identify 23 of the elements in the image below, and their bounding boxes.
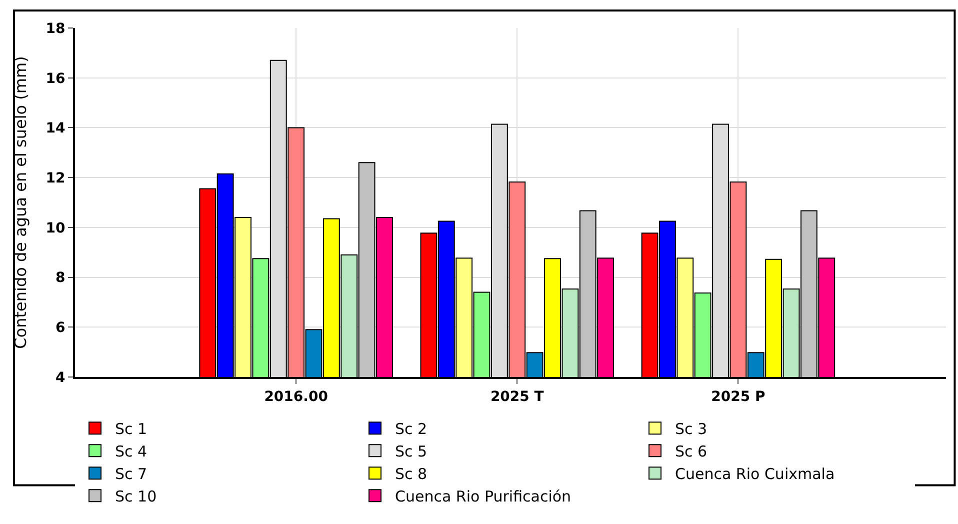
y-tick-label: 6 [55, 320, 66, 336]
legend-label: Sc 1 [115, 420, 148, 438]
legend-label: Cuenca Rio Cuixmala [675, 465, 835, 483]
y-tick-label: 4 [55, 370, 66, 386]
y-tick-label: 12 [46, 170, 66, 186]
legend-label: Sc 7 [115, 465, 148, 483]
y-axis-title: Contenido de agua en el suelo (mm) [11, 56, 30, 349]
legend-label: Sc 2 [395, 420, 428, 438]
legend-label: Cuenca Rio Purificación [395, 488, 572, 506]
x-tick-label: 2025 P [711, 388, 766, 405]
legend-label: Sc 10 [115, 488, 157, 506]
y-tick-label: 8 [55, 270, 66, 286]
legend-label: Sc 4 [115, 442, 148, 460]
x-tick-label: 2016.00 [264, 388, 328, 405]
y-tick-label: 14 [46, 120, 66, 137]
y-tick-label: 18 [46, 20, 66, 37]
x-tick-label: 2025 T [490, 388, 544, 405]
y-tick-label: 10 [46, 220, 66, 236]
legend-label: Sc 3 [675, 420, 708, 438]
legend-label: Sc 8 [395, 465, 428, 483]
legend-label: Sc 5 [395, 442, 428, 460]
y-tick-label: 16 [46, 70, 66, 87]
legend-label: Sc 6 [675, 442, 708, 460]
